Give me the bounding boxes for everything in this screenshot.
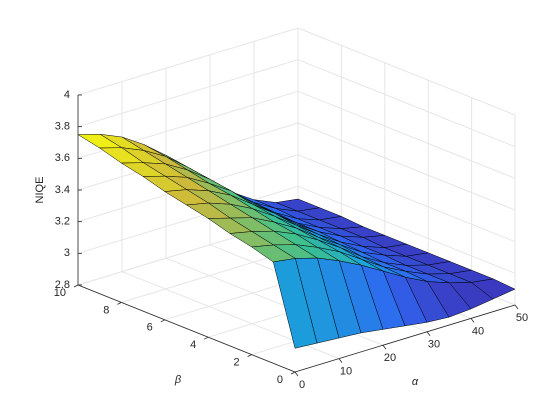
grid-line [77, 122, 299, 191]
tick-mark [160, 319, 165, 323]
tick-mark [247, 354, 252, 357]
grid-line [297, 90, 516, 179]
y-tick-label: 8 [103, 304, 109, 316]
z-axis-label: NIQE [34, 177, 46, 204]
x-tick-label: 0 [299, 379, 305, 391]
y-tick-label: 4 [190, 339, 196, 351]
tick-mark [294, 371, 299, 377]
grid-line [297, 27, 516, 116]
z-tick-label: 3.6 [55, 152, 70, 164]
x-tick-label: 30 [428, 339, 440, 351]
y-axis-label: β [174, 374, 182, 386]
grid-line [77, 59, 299, 128]
grid-line [297, 185, 516, 274]
tick-mark [426, 331, 431, 337]
z-tick-label: 3 [64, 247, 70, 259]
tick-mark [117, 302, 122, 305]
tick-mark [338, 358, 343, 363]
z-tick-label: 3.4 [55, 184, 70, 196]
tick-mark [514, 304, 519, 310]
x-tick-label: 50 [516, 312, 528, 324]
grid-line [297, 154, 516, 243]
grid-line [77, 185, 299, 254]
y-tick-label: 2 [233, 357, 239, 369]
y-tick-label: 10 [54, 287, 66, 299]
x-tick-label: 10 [340, 366, 352, 378]
axis-line [294, 304, 516, 373]
grid-line [77, 27, 299, 96]
tick-mark [382, 344, 387, 350]
surface-patch [273, 258, 318, 349]
x-tick-label: 40 [472, 325, 484, 337]
x-tick-label: 20 [384, 352, 396, 364]
y-tick-label: 6 [147, 322, 153, 334]
grid-line [297, 122, 516, 211]
tick-mark [204, 336, 209, 340]
z-tick-label: 3.8 [55, 121, 70, 133]
tick-mark [73, 284, 79, 288]
x-axis-label: α [412, 376, 419, 388]
tick-mark [290, 371, 296, 375]
z-tick-label: 2.8 [55, 279, 70, 291]
y-tick-label: 0 [277, 374, 283, 386]
tick-mark [470, 318, 475, 323]
z-tick-label: 4 [64, 89, 70, 101]
grid-line [297, 59, 516, 148]
z-tick-label: 3.2 [55, 216, 70, 228]
axis-line [77, 284, 296, 373]
